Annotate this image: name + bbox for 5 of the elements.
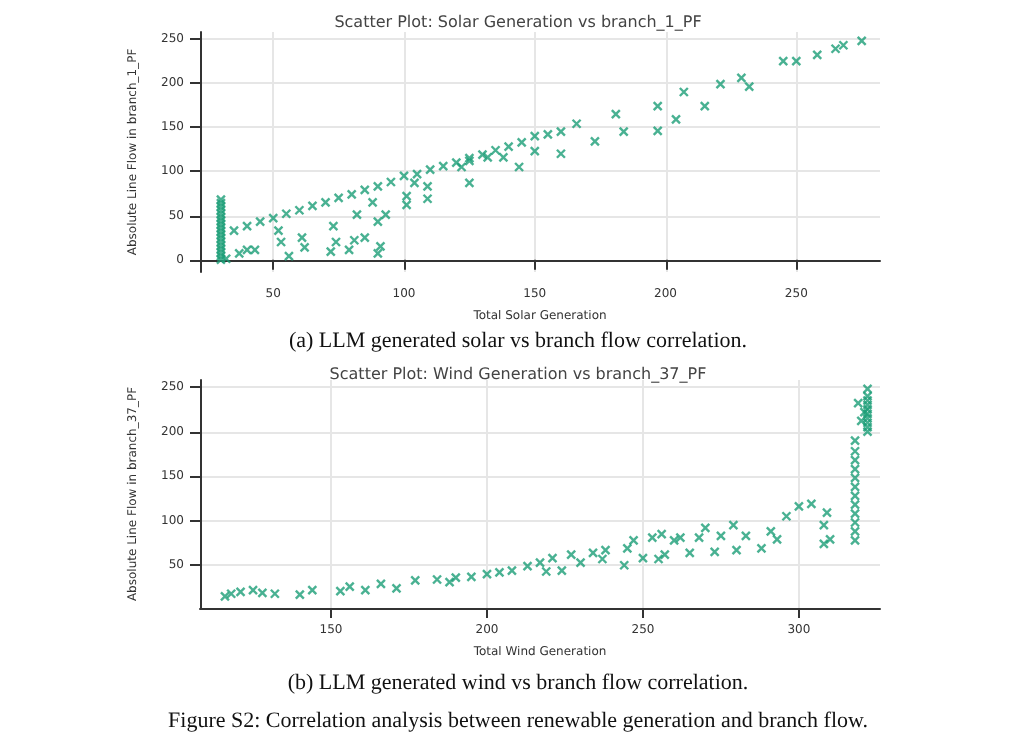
caption: Figure S2: Correlation analysis between renewable generation and branch flow. — [168, 709, 869, 732]
text: (a) LLM generated solar vs branch flow correlation. — [288, 329, 748, 353]
text: (b) LLM generated wind vs branch flow correlation. — [287, 671, 749, 695]
chart-title: Scatter Plot: Solar Generation vs branch_1_PF — [334, 13, 703, 31]
chart-title: Scatter Plot: Wind Generation vs branch_37_PF — [329, 365, 708, 383]
